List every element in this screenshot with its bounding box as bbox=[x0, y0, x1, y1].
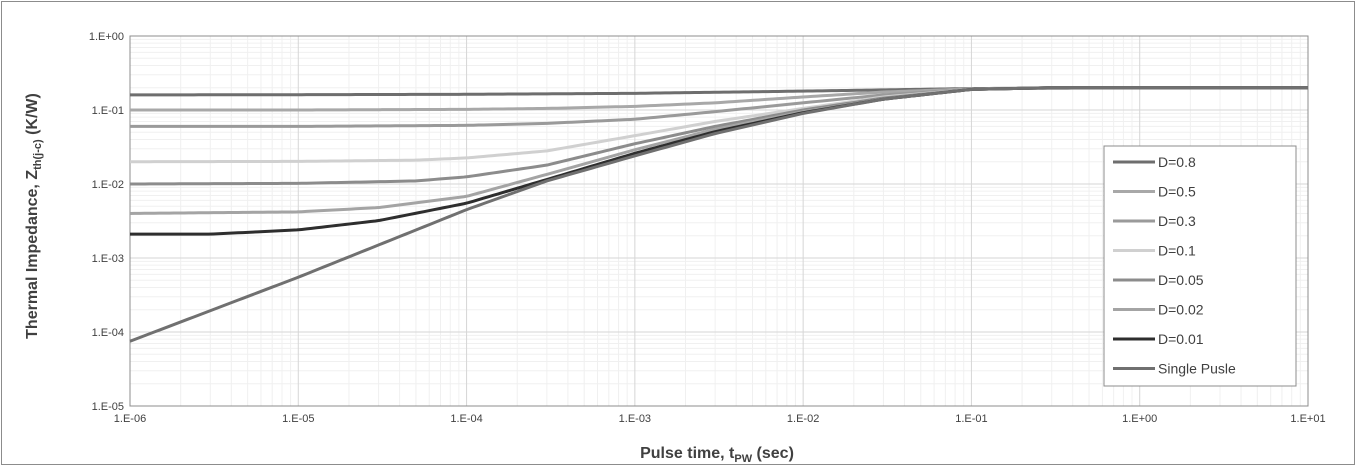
legend-label: D=0.1 bbox=[1158, 243, 1196, 259]
x-axis-tick-labels: 1.E-06 1.E-05 1.E-04 1.E-03 1.E-02 1.E-01 1.E+… bbox=[114, 413, 1326, 425]
y-tick-label: 1.E+00 bbox=[89, 31, 124, 43]
y-tick-label: 1.E-05 bbox=[92, 401, 124, 413]
legend: D=0.8 D=0.5 D=0.3 D=0.1 D=0.05 D=0.02 D=0.01 Si… bbox=[1103, 145, 1297, 387]
y-axis-title-subscript: th(j-c) bbox=[32, 139, 44, 170]
series-lines bbox=[129, 86, 1308, 343]
x-axis-title-unit: (sec) bbox=[752, 445, 794, 462]
x-tick-label: 1.E-03 bbox=[619, 413, 651, 425]
x-axis-title-main: Pulse time, t bbox=[640, 445, 735, 462]
x-tick-label: 1.E-05 bbox=[282, 413, 314, 425]
x-tick-label: 1.E-04 bbox=[450, 413, 482, 425]
legend-label: D=0.01 bbox=[1158, 331, 1204, 347]
y-axis-title-main: Thermal Impedance, Z bbox=[24, 170, 41, 339]
y-axis-title: Thermal Impedance, Zth(j-c) (K/W) bbox=[24, 93, 44, 339]
legend-label: D=0.05 bbox=[1158, 272, 1204, 288]
x-tick-label: 1.E+01 bbox=[1290, 413, 1325, 425]
x-axis-title: Pulse time, tPW (sec) bbox=[640, 445, 794, 465]
legend-label: D=0.5 bbox=[1158, 184, 1196, 200]
y-tick-label: 1.E-04 bbox=[92, 327, 124, 339]
x-axis-title-subscript: PW bbox=[734, 453, 752, 465]
legend-label: D=0.3 bbox=[1158, 213, 1196, 229]
plot-area-border bbox=[129, 35, 1309, 407]
y-tick-label: 1.E-02 bbox=[92, 179, 124, 191]
x-tick-label: 1.E-06 bbox=[114, 413, 146, 425]
legend-box bbox=[1103, 145, 1297, 387]
legend-label: D=0.02 bbox=[1158, 302, 1204, 318]
x-tick-label: 1.E-02 bbox=[787, 413, 819, 425]
x-tick-label: 1.E-01 bbox=[955, 413, 987, 425]
y-tick-label: 1.E-03 bbox=[92, 253, 124, 265]
y-axis-tick-labels: 1.E+00 1.E-01 1.E-02 1.E-03 1.E-04 1.E-05 bbox=[89, 31, 124, 413]
series-line-8 bbox=[129, 86, 1308, 343]
y-axis-title-unit: (K/W) bbox=[24, 93, 41, 139]
y-tick-label: 1.E-01 bbox=[92, 105, 124, 117]
legend-label: Single Pusle bbox=[1158, 361, 1236, 377]
x-tick-label: 1.E+00 bbox=[1122, 413, 1157, 425]
legend-label: D=0.8 bbox=[1158, 154, 1196, 170]
